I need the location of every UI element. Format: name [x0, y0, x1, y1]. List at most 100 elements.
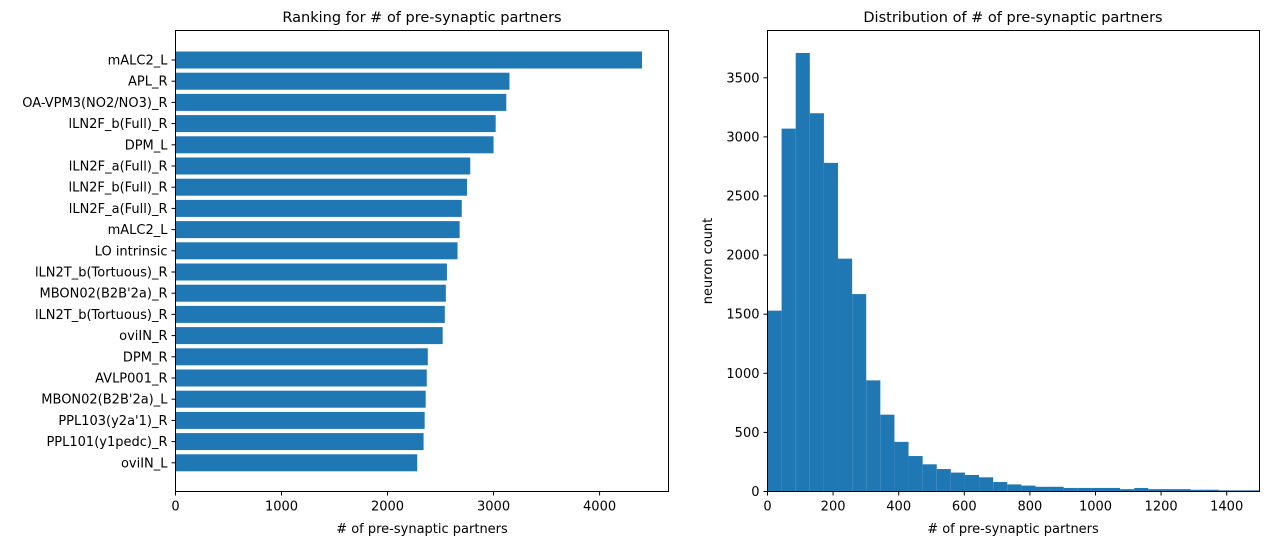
histogram-bin	[1091, 487, 1106, 492]
category-label: MBON02(B2B'2a)_R	[39, 287, 167, 302]
bar	[175, 284, 446, 302]
category-label: MBON02(B2B'2a)_L	[41, 393, 168, 408]
histogram-bin	[1134, 487, 1149, 492]
distribution-y-axis-label: neuron count	[701, 218, 716, 305]
histogram-bin	[1176, 489, 1191, 492]
histogram-bin	[1247, 490, 1260, 492]
histogram-bin	[950, 472, 965, 492]
category-label: mALC2_L	[108, 223, 169, 238]
y-tick-label: 1000	[726, 367, 759, 382]
histogram-bin	[1049, 486, 1064, 492]
ranking-chart-title: Ranking for # of pre-synaptic partners	[282, 10, 561, 26]
histogram-bin	[866, 380, 881, 492]
histogram-bin	[767, 310, 782, 492]
bar	[175, 348, 428, 366]
histogram-bin	[838, 258, 853, 492]
category-label: lLN2F_b(Full)_R	[69, 181, 168, 196]
bar	[175, 93, 507, 111]
y-tick-label: 2000	[726, 249, 759, 264]
histogram-bin	[795, 52, 810, 492]
ranking-x-axis-label: # of pre-synaptic partners	[336, 522, 508, 537]
bar	[175, 411, 425, 429]
bar	[175, 178, 468, 196]
ranking-chart: Ranking for # of pre-synaptic partners m…	[22, 10, 669, 537]
y-tick-label: 1500	[726, 308, 759, 323]
category-label: oviIN_L	[121, 456, 168, 471]
x-tick-label: 1400	[1210, 500, 1243, 515]
x-tick-label: 600	[952, 500, 977, 515]
x-tick-label: 1000	[1079, 500, 1112, 515]
category-label: lLN2T_b(Tortuous)_R	[35, 308, 168, 323]
category-label: DPM_R	[123, 350, 168, 365]
histogram-bin	[1120, 489, 1135, 492]
histogram-bin	[852, 294, 867, 492]
distribution-y-ticks: 0 500 1000 1500 2000 2500 3000 3500	[726, 71, 768, 500]
ranking-x-ticks: 0 1000 2000 3000 4000	[171, 491, 616, 515]
histogram-bin	[1148, 489, 1163, 492]
category-label: oviIN_R	[119, 329, 167, 344]
bar	[175, 454, 418, 472]
category-label: DPM_L	[125, 138, 169, 153]
bar	[175, 51, 642, 69]
x-tick-label: 1200	[1145, 500, 1178, 515]
histogram-bin	[908, 456, 923, 492]
histogram-bin	[1162, 489, 1177, 492]
histogram-bin	[979, 477, 994, 492]
y-tick-label: 3000	[726, 130, 759, 145]
y-tick-label: 3500	[726, 71, 759, 86]
histogram-bin	[1190, 489, 1205, 492]
category-label: LO intrinsic	[95, 244, 168, 259]
category-label: PPL101(y1pedc)_R	[46, 435, 167, 450]
histogram-bin	[1007, 484, 1022, 492]
bar	[175, 242, 458, 260]
ranking-category-labels: mALC2_L APL_R OA-VPM3(NO2/NO3)_R lLN2F_b(Fu…	[22, 54, 176, 471]
x-tick-label: 400	[886, 500, 911, 515]
bar	[175, 433, 424, 451]
histogram-bins	[767, 52, 1260, 492]
category-label: PPL103(y2a'1)_R	[58, 414, 167, 429]
ranking-bars	[175, 51, 642, 472]
category-label: OA-VPM3(NO2/NO3)_R	[22, 96, 167, 111]
x-tick-label: 0	[171, 500, 179, 515]
x-tick-label: 1000	[265, 500, 298, 515]
bar	[175, 390, 426, 408]
bar	[175, 327, 443, 345]
histogram-bin	[1077, 487, 1092, 492]
distribution-x-ticks: 0 200 400 600 800 1000 1200 1400	[763, 491, 1243, 515]
x-tick-label: 800	[1017, 500, 1042, 515]
histogram-bin	[1063, 487, 1078, 492]
y-tick-label: 500	[735, 426, 760, 441]
category-label: AVLP001_R	[95, 372, 167, 387]
histogram-bin	[1232, 490, 1248, 492]
histogram-bin	[993, 482, 1008, 492]
x-tick-label: 0	[763, 500, 771, 515]
category-label: lLN2T_b(Tortuous)_R	[35, 266, 168, 281]
histogram-bin	[809, 113, 824, 492]
histogram-bin	[1204, 489, 1219, 492]
histogram-bin	[936, 469, 951, 492]
histogram-bin	[880, 414, 895, 492]
bar	[175, 305, 445, 323]
distribution-chart-title: Distribution of # of pre-synaptic partne…	[863, 10, 1162, 26]
bar	[175, 199, 462, 217]
histogram-bin	[894, 441, 909, 492]
x-tick-label: 4000	[583, 500, 616, 515]
distribution-plot-frame	[767, 30, 1260, 492]
category-label: APL_R	[128, 75, 168, 90]
category-label: mALC2_L	[108, 54, 169, 69]
category-label: lLN2F_b(Full)_R	[69, 117, 168, 132]
bar	[175, 72, 510, 90]
bar	[175, 221, 460, 239]
bar	[175, 136, 494, 154]
bar	[175, 263, 447, 281]
histogram-bin	[1218, 490, 1233, 492]
histogram-bin	[1105, 487, 1121, 492]
y-tick-label: 0	[751, 485, 759, 500]
bar	[175, 157, 471, 175]
x-tick-label: 3000	[477, 500, 510, 515]
y-tick-label: 2500	[726, 189, 759, 204]
histogram-bin	[1035, 486, 1050, 492]
histogram-bin	[922, 464, 937, 492]
x-tick-label: 2000	[371, 500, 404, 515]
